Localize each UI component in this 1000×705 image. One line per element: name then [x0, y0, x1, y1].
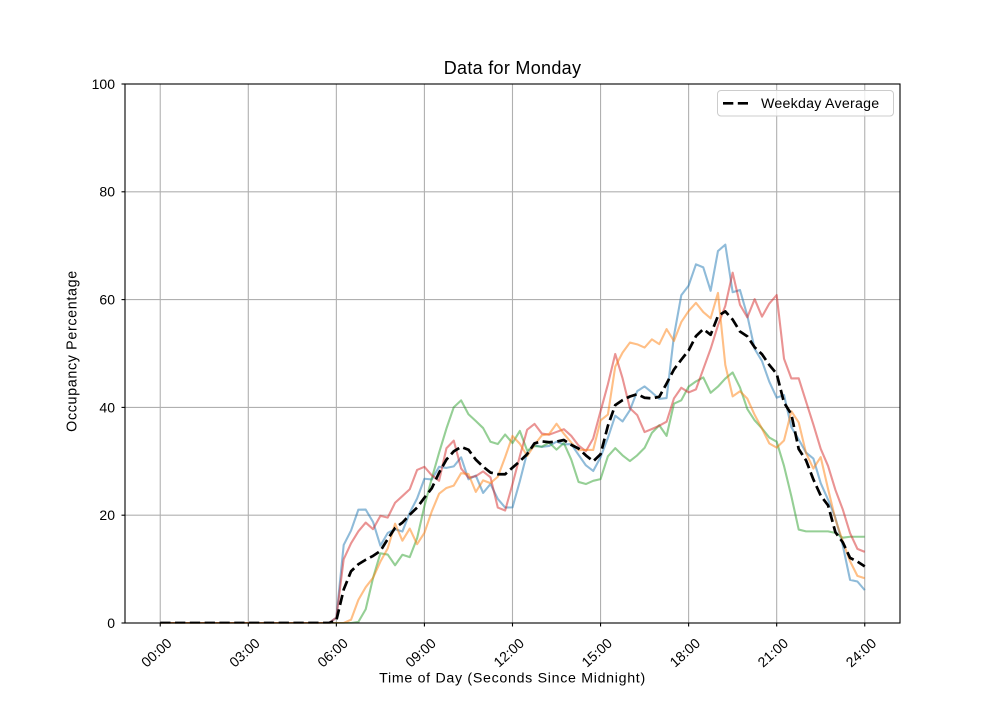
svg-text:20: 20 [99, 507, 115, 523]
svg-text:60: 60 [99, 292, 115, 308]
svg-text:Occupancy Percentage: Occupancy Percentage [65, 270, 81, 432]
svg-text:Data for Monday: Data for Monday [444, 58, 582, 78]
svg-text:80: 80 [99, 184, 115, 200]
svg-text:40: 40 [99, 399, 115, 415]
svg-text:100: 100 [92, 76, 116, 92]
svg-text:Time of Day (Seconds Since Mid: Time of Day (Seconds Since Midnight) [379, 671, 646, 687]
svg-text:Weekday Average: Weekday Average [761, 96, 879, 112]
svg-text:0: 0 [107, 615, 115, 631]
